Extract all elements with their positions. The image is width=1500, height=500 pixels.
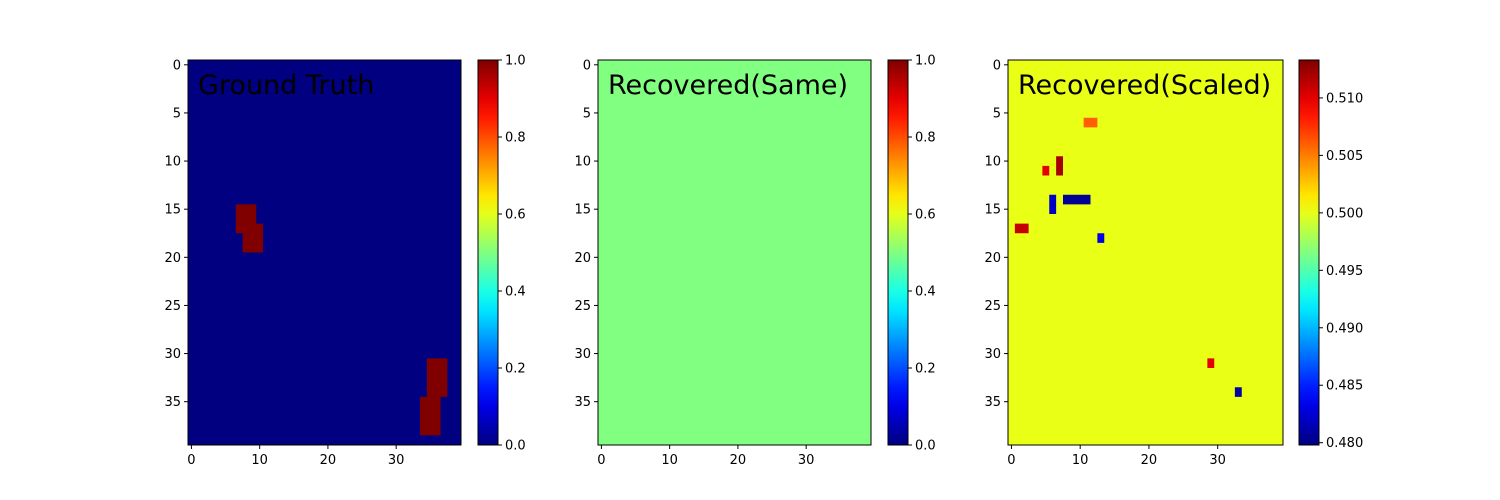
y-tick-label: 25 bbox=[164, 299, 181, 314]
y-tick-label: 15 bbox=[164, 203, 181, 218]
colorbar-tick-label: 0.480 bbox=[1326, 436, 1363, 451]
y-tick-label: 20 bbox=[574, 251, 591, 266]
colorbar-tick-label: 0.8 bbox=[505, 131, 526, 146]
x-tick-label: 0 bbox=[1007, 453, 1015, 468]
x-tick-label: 30 bbox=[388, 453, 405, 468]
colorbar-tick-label: 0.0 bbox=[505, 439, 526, 454]
heatmap-cell-8 bbox=[1083, 117, 1098, 128]
colorbar-tick-label: 0.490 bbox=[1326, 321, 1363, 336]
y-tick-label: 10 bbox=[164, 155, 181, 170]
panel-1: 0 10 20 30 0 5 10 15 20 25 30 35 Ground Truth 0.0 0.2 0… bbox=[164, 54, 525, 469]
y-tick-label: 20 bbox=[984, 251, 1001, 266]
y-tick-label: 35 bbox=[164, 395, 181, 410]
heatmap-background bbox=[598, 60, 871, 445]
x-tick-label: 20 bbox=[1141, 453, 1158, 468]
panel-title: Recovered(Scaled) bbox=[1018, 70, 1271, 101]
x-tick-label: 20 bbox=[320, 453, 337, 468]
x-tick-label: 30 bbox=[1209, 453, 1226, 468]
heatmap-cell-1 bbox=[242, 223, 264, 253]
colorbar bbox=[478, 60, 498, 445]
colorbar-tick-label: 0.8 bbox=[915, 131, 936, 146]
y-tick-label: 5 bbox=[993, 106, 1001, 121]
colorbar-tick-label: 0.505 bbox=[1326, 149, 1363, 164]
x-tick-label: 20 bbox=[730, 453, 747, 468]
colorbar-tick-label: 0.500 bbox=[1326, 206, 1363, 221]
heatmap-cell-7 bbox=[1207, 358, 1215, 368]
x-tick-label: 0 bbox=[187, 453, 195, 468]
colorbar bbox=[1299, 60, 1319, 445]
colorbar-tick-label: 1.0 bbox=[505, 54, 526, 69]
y-tick-label: 5 bbox=[583, 106, 591, 121]
colorbar-tick-label: 0.6 bbox=[915, 208, 936, 223]
colorbar-tick-label: 0.495 bbox=[1326, 264, 1363, 279]
heatmap-cell-4 bbox=[1042, 165, 1050, 176]
axes-frame bbox=[1007, 59, 1284, 446]
panel-title: Recovered(Same) bbox=[608, 70, 848, 101]
panel-2: 0 10 20 30 0 5 10 15 20 25 30 35 Recovered(Same) 0.0 0… bbox=[574, 54, 935, 469]
colorbar-tick-label: 1.0 bbox=[915, 54, 936, 69]
heatmap-cell-3 bbox=[1234, 387, 1242, 397]
colorbar-tick-label: 0.0 bbox=[915, 439, 936, 454]
y-tick-label: 15 bbox=[984, 203, 1001, 218]
y-tick-label: 35 bbox=[574, 395, 591, 410]
y-tick-label: 30 bbox=[984, 347, 1001, 362]
colorbar-frame bbox=[477, 59, 499, 446]
axes-frame bbox=[597, 59, 872, 446]
y-tick-label: 10 bbox=[984, 155, 1001, 170]
y-tick-label: 0 bbox=[173, 58, 181, 73]
colorbar-tick-label: 0.2 bbox=[505, 362, 526, 377]
colorbar bbox=[888, 60, 908, 445]
y-tick-label: 30 bbox=[164, 347, 181, 362]
y-tick-label: 30 bbox=[574, 347, 591, 362]
colorbar-frame bbox=[1298, 59, 1320, 446]
x-tick-label: 30 bbox=[798, 453, 815, 468]
heatmap-cell-5 bbox=[1056, 156, 1063, 176]
x-tick-label: 0 bbox=[597, 453, 605, 468]
colorbar-tick-label: 0.485 bbox=[1326, 379, 1363, 394]
y-tick-label: 15 bbox=[574, 203, 591, 218]
heatmap-cell-3 bbox=[420, 396, 441, 436]
heatmap-background bbox=[188, 60, 461, 445]
y-tick-label: 0 bbox=[583, 58, 591, 73]
colorbar-frame bbox=[887, 59, 909, 446]
heatmap-cell-0 bbox=[1063, 194, 1091, 205]
y-tick-label: 5 bbox=[173, 106, 181, 121]
panel-title: Ground Truth bbox=[198, 70, 374, 101]
colorbar-tick-label: 0.4 bbox=[505, 285, 526, 300]
heatmap-background bbox=[1008, 60, 1283, 445]
heatmap-cell-2 bbox=[426, 358, 448, 397]
colorbar-tick-label: 0.2 bbox=[915, 362, 936, 377]
heatmap-cell-1 bbox=[1049, 194, 1057, 214]
y-tick-label: 35 bbox=[984, 395, 1001, 410]
x-tick-label: 10 bbox=[661, 453, 678, 468]
x-tick-label: 10 bbox=[1072, 453, 1089, 468]
axes-frame bbox=[187, 59, 462, 446]
colorbar-tick-label: 0.510 bbox=[1326, 91, 1363, 106]
colorbar-tick-label: 0.6 bbox=[505, 208, 526, 223]
y-tick-label: 25 bbox=[984, 299, 1001, 314]
y-tick-label: 10 bbox=[574, 155, 591, 170]
panel-3: 0 10 20 30 0 5 10 15 20 25 30 35 Recovered(Scaled) 0.… bbox=[984, 58, 1363, 468]
y-tick-label: 0 bbox=[993, 58, 1001, 73]
heatmap-cell-2 bbox=[1097, 233, 1105, 243]
y-tick-label: 20 bbox=[164, 251, 181, 266]
x-tick-label: 10 bbox=[251, 453, 268, 468]
heatmap-cell-6 bbox=[1014, 223, 1029, 234]
colorbar-tick-label: 0.4 bbox=[915, 285, 936, 300]
y-tick-label: 25 bbox=[574, 299, 591, 314]
